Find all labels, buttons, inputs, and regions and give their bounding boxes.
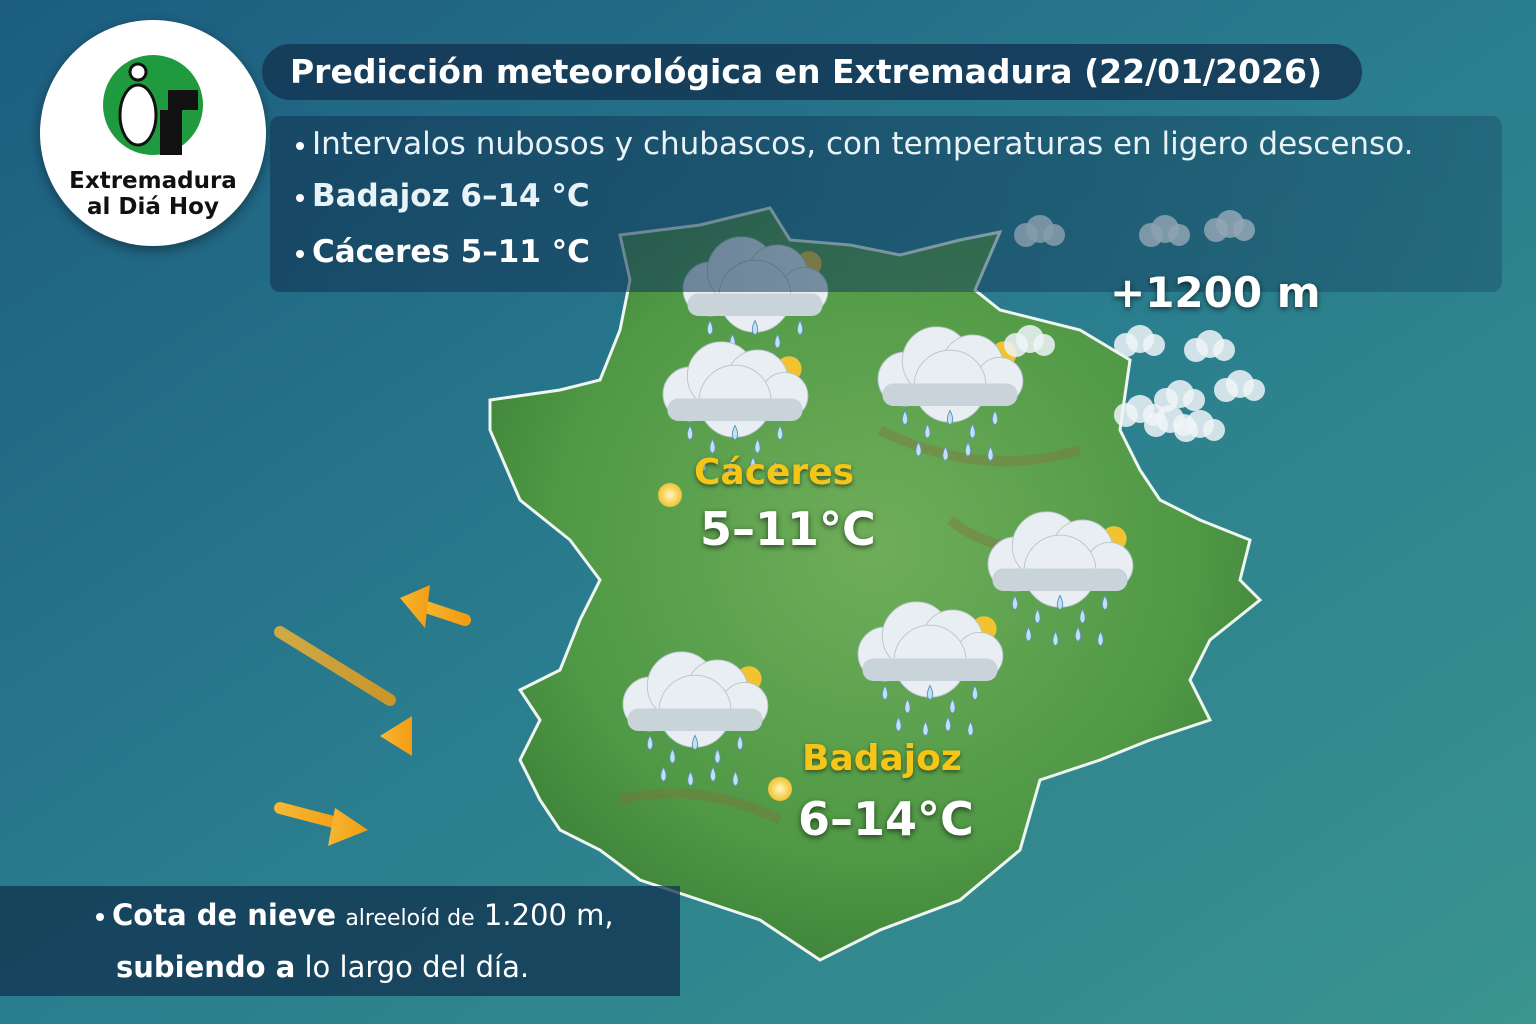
snow-cloud-puff [1143,334,1165,356]
raindrop [706,319,714,336]
logo-text: Extremadura [69,168,237,194]
raindrop [987,445,994,462]
raindrop [776,424,784,441]
raindrop [749,455,757,472]
raindrop [895,715,902,732]
footer-panel: Cota de nieve alreeloíd de 1.200 m, subi… [0,886,680,996]
summary-panel: Intervalos nubosos y chubascos, con temp… [270,116,1502,292]
raindrop [686,424,694,441]
raindrop [736,734,744,751]
raindrop [915,440,922,457]
summary-item: Badajoz 6–14 °C [296,178,590,214]
raindrop [942,445,949,462]
footer-line: Cota de nieve alreeloíd de 1.200 m, [96,898,614,932]
raindrop [1097,630,1104,647]
city-name: Cáceres [694,452,855,493]
footer-text: lo largo del día. [304,950,530,984]
summary-item: Cáceres 5–11 °C [296,234,590,270]
raindrop [971,684,979,701]
raindrop [774,332,781,349]
city-marker [658,483,682,507]
raindrop [1011,594,1019,611]
rain-cloud [662,341,809,477]
raindrop [669,747,676,764]
raindrop [991,409,999,426]
raindrop [709,437,716,454]
logo: Extremadura al Diá Hoy [40,20,266,246]
cloud-base [992,568,1128,591]
snow-cloud-puff [1033,334,1055,356]
footer-line: subiendo a lo largo del día. [116,950,529,984]
raindrop [646,734,654,751]
raindrop [1052,630,1059,647]
raindrop [926,684,934,701]
city-marker [768,777,792,801]
raindrop [1074,625,1082,642]
raindrop [924,422,931,439]
raindrop [732,770,739,787]
raindrop [714,747,721,764]
raindrop [772,460,779,477]
raindrop [1034,607,1041,624]
snow-cloud-puff [1183,389,1205,411]
footer-text: Cota de nieve [112,898,337,932]
cloud-base [882,383,1018,406]
wind-arrows [274,585,471,846]
raindrop [904,697,911,714]
raindrop [967,720,974,737]
raindrop [949,697,956,714]
footer-text: 1.200 m, [483,898,614,932]
summary-text: Cáceres 5–11 °C [312,234,590,270]
snow-cloud-puff [1203,419,1225,441]
city-temperature: 5–11°C [700,502,876,556]
footer-text: alreeloíd de [345,906,475,931]
rain-cloud [622,651,769,787]
summary-text: Intervalos nubosos y chubascos, con temp… [312,126,1414,162]
footer-text: subiendo a [116,950,296,984]
raindrop [731,424,739,441]
raindrop [1079,607,1086,624]
city-temperature: 6–14°C [798,792,974,846]
raindrop [727,460,734,477]
raindrop [796,319,804,336]
rain-cloud [987,511,1134,647]
cloud-base [627,708,763,731]
rain-cloud [857,601,1004,737]
summary-item: Intervalos nubosos y chubascos, con temp… [296,126,1413,162]
raindrop [946,409,954,426]
raindrop [1056,594,1064,611]
raindrop [751,319,759,336]
raindrop [964,440,972,457]
raindrop [944,715,952,732]
raindrop [901,409,909,426]
raindrop [687,770,694,787]
raindrop [754,437,761,454]
cloud-base [862,658,998,681]
rain-cloud [877,326,1024,462]
raindrop [1101,594,1109,611]
raindrop [709,765,717,782]
city-name: Badajoz [802,738,962,779]
raindrop [1025,625,1032,642]
logo-text: al Diá Hoy [87,194,219,220]
cloud-base [667,398,803,421]
raindrop [969,422,976,439]
raindrop [660,765,667,782]
title: Predicción meteorológica en Extremadura … [262,44,1362,100]
snow-cloud-puff [1243,379,1265,401]
raindrop [922,720,929,737]
logo-emblem [103,55,203,155]
raindrop [691,734,699,751]
summary-text: Badajoz 6–14 °C [312,178,590,214]
raindrop [881,684,889,701]
snow-level-label: +1200 m [1110,268,1321,317]
cloud-base [687,293,823,316]
snow-cloud-puff [1213,339,1235,361]
raindrop [700,455,707,472]
